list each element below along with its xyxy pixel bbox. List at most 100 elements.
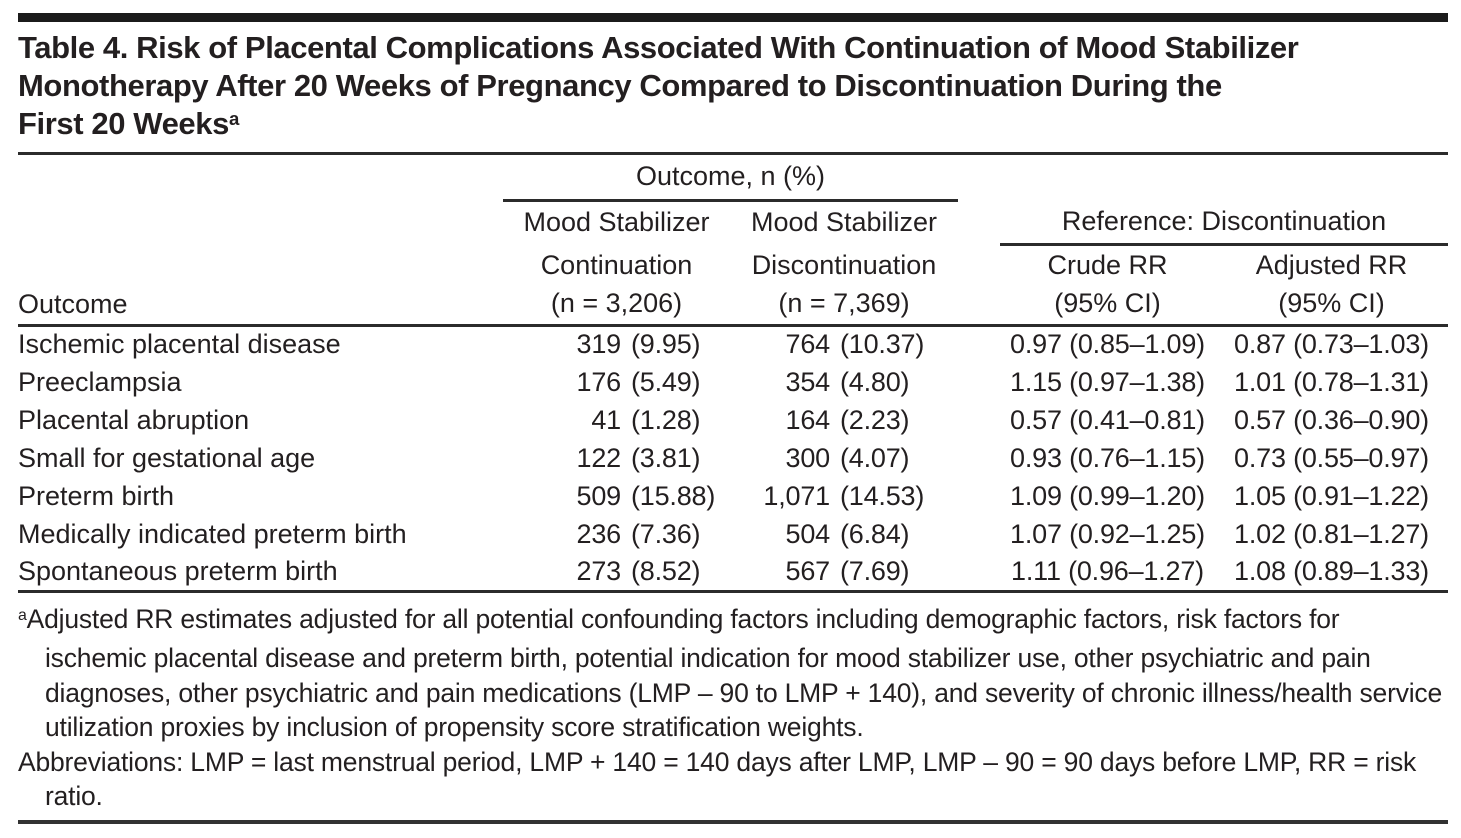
adjusted-rr-cell: 0.57 (0.36–0.90) — [1234, 404, 1429, 435]
table-row: Small for gestational age 122 (3.81) 300 (… — [18, 439, 1448, 477]
percent-value: (5.49) — [631, 366, 701, 397]
count-value: 509 — [576, 480, 622, 511]
footnotes: aAdjusted RR estimates adjusted for all … — [18, 602, 1448, 814]
gap-cell — [958, 515, 1000, 553]
column-header-continuation-rest: Continuation (n = 3,206) — [503, 244, 730, 327]
header-row-columns: Continuation (n = 3,206) Discontinuation… — [18, 244, 1448, 327]
count-value: 504 — [785, 518, 831, 549]
percent-value: (15.88) — [631, 480, 716, 511]
footnote-adjusted-rr: aAdjusted RR estimates adjusted for all … — [18, 602, 1448, 745]
percent-value: (10.37) — [840, 329, 925, 360]
column-header-discontinuation-line1: Mood Stabilizer — [750, 207, 938, 238]
column-header-discontinuation-rest: Discontinuation (n = 7,369) — [730, 244, 958, 327]
percent-value: (2.23) — [840, 404, 910, 435]
percent-value: (8.52) — [631, 555, 701, 586]
gap-cell — [958, 477, 1000, 515]
gap-cell — [958, 363, 1000, 401]
crude-rr-cell: 1.11 (0.96–1.27) — [1000, 553, 1215, 593]
count-value: 567 — [785, 555, 831, 586]
count-value: 273 — [576, 555, 622, 586]
table-row: Spontaneous preterm birth 273 (8.52) 567 (… — [18, 553, 1448, 593]
spanner-reference-spacer — [1000, 155, 1448, 200]
outcome-cell: Ischemic placental disease — [18, 329, 341, 360]
title-line-3-text: First 20 Weeks — [18, 106, 229, 141]
header-row-spanner-1: Outcome Outcome, n (%) — [18, 155, 1448, 327]
discontinuation-cell: 764 (10.37) — [730, 325, 958, 363]
spanner-outcome-n-pct: Outcome, n (%) — [503, 155, 958, 202]
count-value: 164 — [785, 404, 831, 435]
table-row: Preterm birth 509 (15.88) 1,071 (14.53) 1.… — [18, 477, 1448, 515]
percent-value: (14.53) — [840, 480, 925, 511]
discontinuation-cell: 300 (4.07) — [730, 439, 958, 477]
title-divider-rule — [18, 152, 1448, 155]
count-value: 300 — [785, 442, 831, 473]
count-value: 176 — [576, 366, 622, 397]
spanner-reference-discontinuation: Reference: Discontinuation — [1000, 200, 1448, 246]
outcome-cell: Medically indicated preterm birth — [18, 518, 407, 549]
percent-value: (9.95) — [631, 329, 701, 360]
top-rule-bar — [18, 13, 1448, 22]
header-row-spanner-2: Mood Stabilizer Mood Stabilizer Referenc… — [18, 200, 1448, 246]
discontinuation-cell: 504 (6.84) — [730, 515, 958, 553]
crude-rr-cell: 1.07 (0.92–1.25) — [1010, 518, 1205, 549]
table-row: Medically indicated preterm birth 236 (7.… — [18, 515, 1448, 553]
column-gap — [958, 155, 1000, 327]
outcome-cell: Spontaneous preterm birth — [18, 553, 503, 593]
percent-value: (6.84) — [840, 518, 910, 549]
crude-rr-cell: 1.09 (0.99–1.20) — [1010, 480, 1205, 511]
column-header-continuation-line1: Mood Stabilizer — [523, 207, 710, 238]
footnote-abbreviations: Abbreviations: LMP = last menstrual peri… — [18, 746, 1417, 812]
percent-value: (3.81) — [631, 442, 701, 473]
outcome-cell: Preterm birth — [18, 480, 175, 511]
gap-cell — [958, 325, 1000, 363]
count-value: 354 — [785, 366, 831, 397]
gap-cell — [958, 553, 1000, 593]
title-line-1: Table 4. Risk of Placental Complications… — [18, 30, 1299, 65]
gap-cell — [958, 401, 1000, 439]
percent-value: (7.69) — [840, 555, 910, 586]
continuation-cell: 319 (9.95) — [503, 325, 730, 363]
crude-rr-cell: 1.15 (0.97–1.38) — [1010, 366, 1205, 397]
table-row: Ischemic placental disease 319 (9.95) 764… — [18, 325, 1448, 363]
bottom-rule-bar — [18, 820, 1448, 824]
crude-rr-cell: 0.93 (0.76–1.15) — [1010, 442, 1205, 473]
table-title: Table 4. Risk of Placental Complications… — [18, 22, 1448, 147]
column-header-outcome: Outcome — [18, 155, 503, 327]
discontinuation-cell: 164 (2.23) — [730, 401, 958, 439]
percent-value: (7.36) — [631, 518, 701, 549]
column-header-crude-rr: Crude RR (95% CI) — [1000, 244, 1215, 327]
title-line-3: First 20 Weeksa — [18, 105, 1448, 147]
discontinuation-cell: 354 (4.80) — [730, 363, 958, 401]
count-value: 41 — [591, 404, 621, 435]
count-value: 319 — [576, 329, 622, 360]
title-line-2: Monotherapy After 20 Weeks of Pregnancy … — [18, 68, 1222, 103]
count-value: 236 — [576, 518, 622, 549]
outcome-cell: Preeclampsia — [18, 366, 182, 397]
percent-value: (4.80) — [840, 366, 910, 397]
discontinuation-cell: 567 (7.69) — [730, 553, 958, 593]
continuation-cell: 273 (8.52) — [503, 553, 730, 593]
continuation-cell: 122 (3.81) — [503, 439, 730, 477]
table-row: Preeclampsia 176 (5.49) 354 (4.80) 1.15 (0… — [18, 363, 1448, 401]
footnote-adjusted-rr-text: Adjusted RR estimates adjusted for all p… — [26, 603, 1443, 743]
risk-table: Outcome Outcome, n (%) Mood Stabilizer M… — [18, 155, 1448, 593]
adjusted-rr-cell: 0.87 (0.73–1.03) — [1234, 329, 1429, 360]
adjusted-rr-cell: 1.02 (0.81–1.27) — [1234, 518, 1429, 549]
continuation-cell: 509 (15.88) — [503, 477, 730, 515]
adjusted-rr-cell: 1.08 (0.89–1.33) — [1215, 553, 1448, 593]
percent-value: (1.28) — [631, 404, 701, 435]
continuation-cell: 41 (1.28) — [503, 401, 730, 439]
adjusted-rr-cell: 1.05 (0.91–1.22) — [1234, 480, 1429, 511]
column-header-adjusted-rr: Adjusted RR (95% CI) — [1215, 244, 1448, 327]
gap-cell — [958, 439, 1000, 477]
adjusted-rr-cell: 1.01 (0.78–1.31) — [1234, 366, 1429, 397]
footnote-marker: a — [18, 606, 27, 624]
table-header: Outcome Outcome, n (%) Mood Stabilizer M… — [18, 155, 1448, 327]
crude-rr-cell: 0.97 (0.85–1.09) — [1010, 329, 1205, 360]
outcome-cell: Small for gestational age — [18, 442, 316, 473]
outcome-cell: Placental abruption — [18, 404, 250, 435]
continuation-cell: 236 (7.36) — [503, 515, 730, 553]
table-body: Ischemic placental disease 319 (9.95) 764… — [18, 325, 1448, 593]
title-footnote-marker: a — [228, 107, 239, 129]
